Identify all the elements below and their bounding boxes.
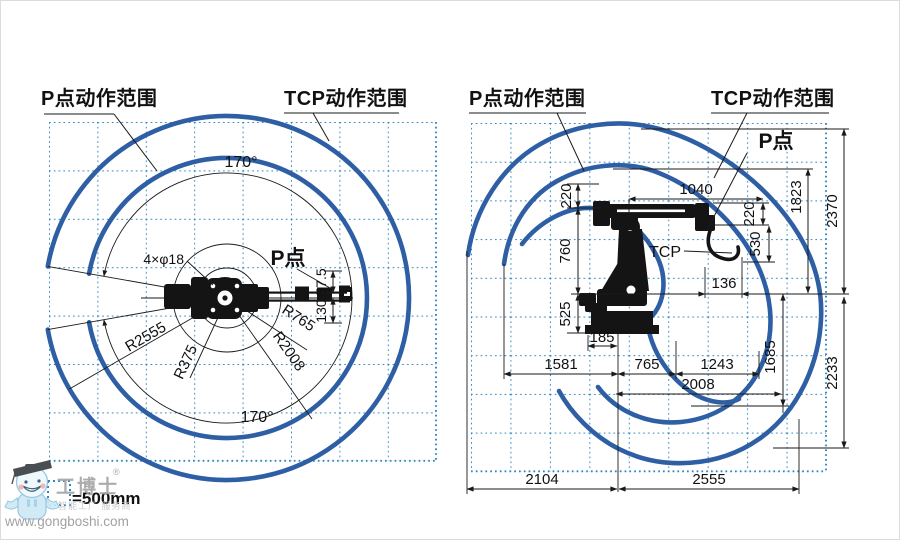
- dim-1581: 1581: [544, 356, 577, 373]
- left-p-point-label: P点: [270, 246, 305, 270]
- dim-2233: 2233: [824, 356, 841, 389]
- bolt-holes-label: 4×φ18: [143, 251, 184, 267]
- grid-legend: =500mm: [47, 480, 141, 508]
- left-panel-top-view: P点动作范围 TCP动作范围 P点 4×φ18 170° 170° R2555 …: [41, 86, 437, 483]
- dim-525: 525: [557, 301, 574, 326]
- p-range-leader-right: [556, 112, 585, 172]
- dim-220-left: 220: [558, 183, 575, 208]
- robot-top-view: [164, 277, 352, 319]
- left-grid-edges: [49, 122, 437, 462]
- dim-760: 760: [557, 238, 574, 263]
- watermark: 工博士 ® 智能工厂 服务商 www.gongboshi.com: [4, 460, 132, 529]
- dim-2555: 2555: [692, 471, 725, 488]
- watermark-tagline: 智能工厂 服务商: [58, 500, 132, 511]
- right-p-point-label: P点: [758, 129, 793, 153]
- dim-1040: 1040: [679, 181, 712, 198]
- dim-2008: 2008: [681, 376, 714, 393]
- dim-220-right: 220: [741, 201, 758, 226]
- left-range-curves: [45, 113, 412, 483]
- p-point-leader-left: [296, 268, 331, 289]
- right-tcp-range-title: TCP动作范围: [711, 86, 835, 110]
- p-point-leader-right: [707, 152, 748, 229]
- offset-57-label: 57.5: [313, 268, 329, 295]
- tcp-range-leader-left: [312, 112, 330, 142]
- dim-185: 185: [589, 329, 614, 346]
- bolt-holes-leader: [186, 260, 214, 286]
- dim-765: 765: [634, 356, 659, 373]
- r2008-leader: [226, 297, 313, 420]
- watermark-brand: 工博士: [56, 475, 119, 498]
- dim-1243: 1243: [700, 356, 733, 373]
- offset-130-label: 130: [313, 299, 329, 323]
- right-extension-lines: [466, 128, 849, 494]
- mascot-icon: [4, 460, 60, 520]
- angle-top-label: 170°: [224, 154, 257, 171]
- legend-grid-square: [47, 480, 71, 506]
- angle-bottom-label: 170°: [240, 409, 273, 426]
- p-range-circle: [86, 155, 370, 441]
- dim-136: 136: [711, 275, 736, 292]
- p-range-curve: [501, 162, 773, 425]
- right-p-range-title: P点动作范围: [469, 86, 585, 110]
- left-dimension-lines: [44, 112, 399, 324]
- right-dimension-lines: [466, 112, 847, 492]
- registered-mark-icon: ®: [113, 467, 120, 477]
- dim-2104: 2104: [525, 471, 558, 488]
- legend-label: =500mm: [72, 489, 141, 508]
- tcp-range-curve: [465, 121, 824, 466]
- p-range-leader-left: [113, 113, 158, 172]
- left-p-range-title: P点动作范围: [41, 86, 157, 110]
- tcp-range-circle: [45, 113, 412, 483]
- right-panel-side-view: P点动作范围 TCP动作范围 P点 TCP 1040 220 760 525 1…: [465, 86, 849, 494]
- dim-1823: 1823: [788, 180, 805, 213]
- tcp-point-leader: [683, 250, 733, 254]
- watermark-url: www.gongboshi.com: [4, 514, 129, 529]
- dim-2370: 2370: [824, 194, 841, 227]
- dim-1685: 1685: [762, 340, 779, 373]
- dim-530: 530: [747, 231, 764, 256]
- right-grid-edges: [471, 123, 827, 473]
- tcp-point-label: TCP: [649, 244, 681, 261]
- left-tcp-range-title: TCP动作范围: [284, 86, 408, 110]
- tcp-range-leader-right: [713, 112, 748, 179]
